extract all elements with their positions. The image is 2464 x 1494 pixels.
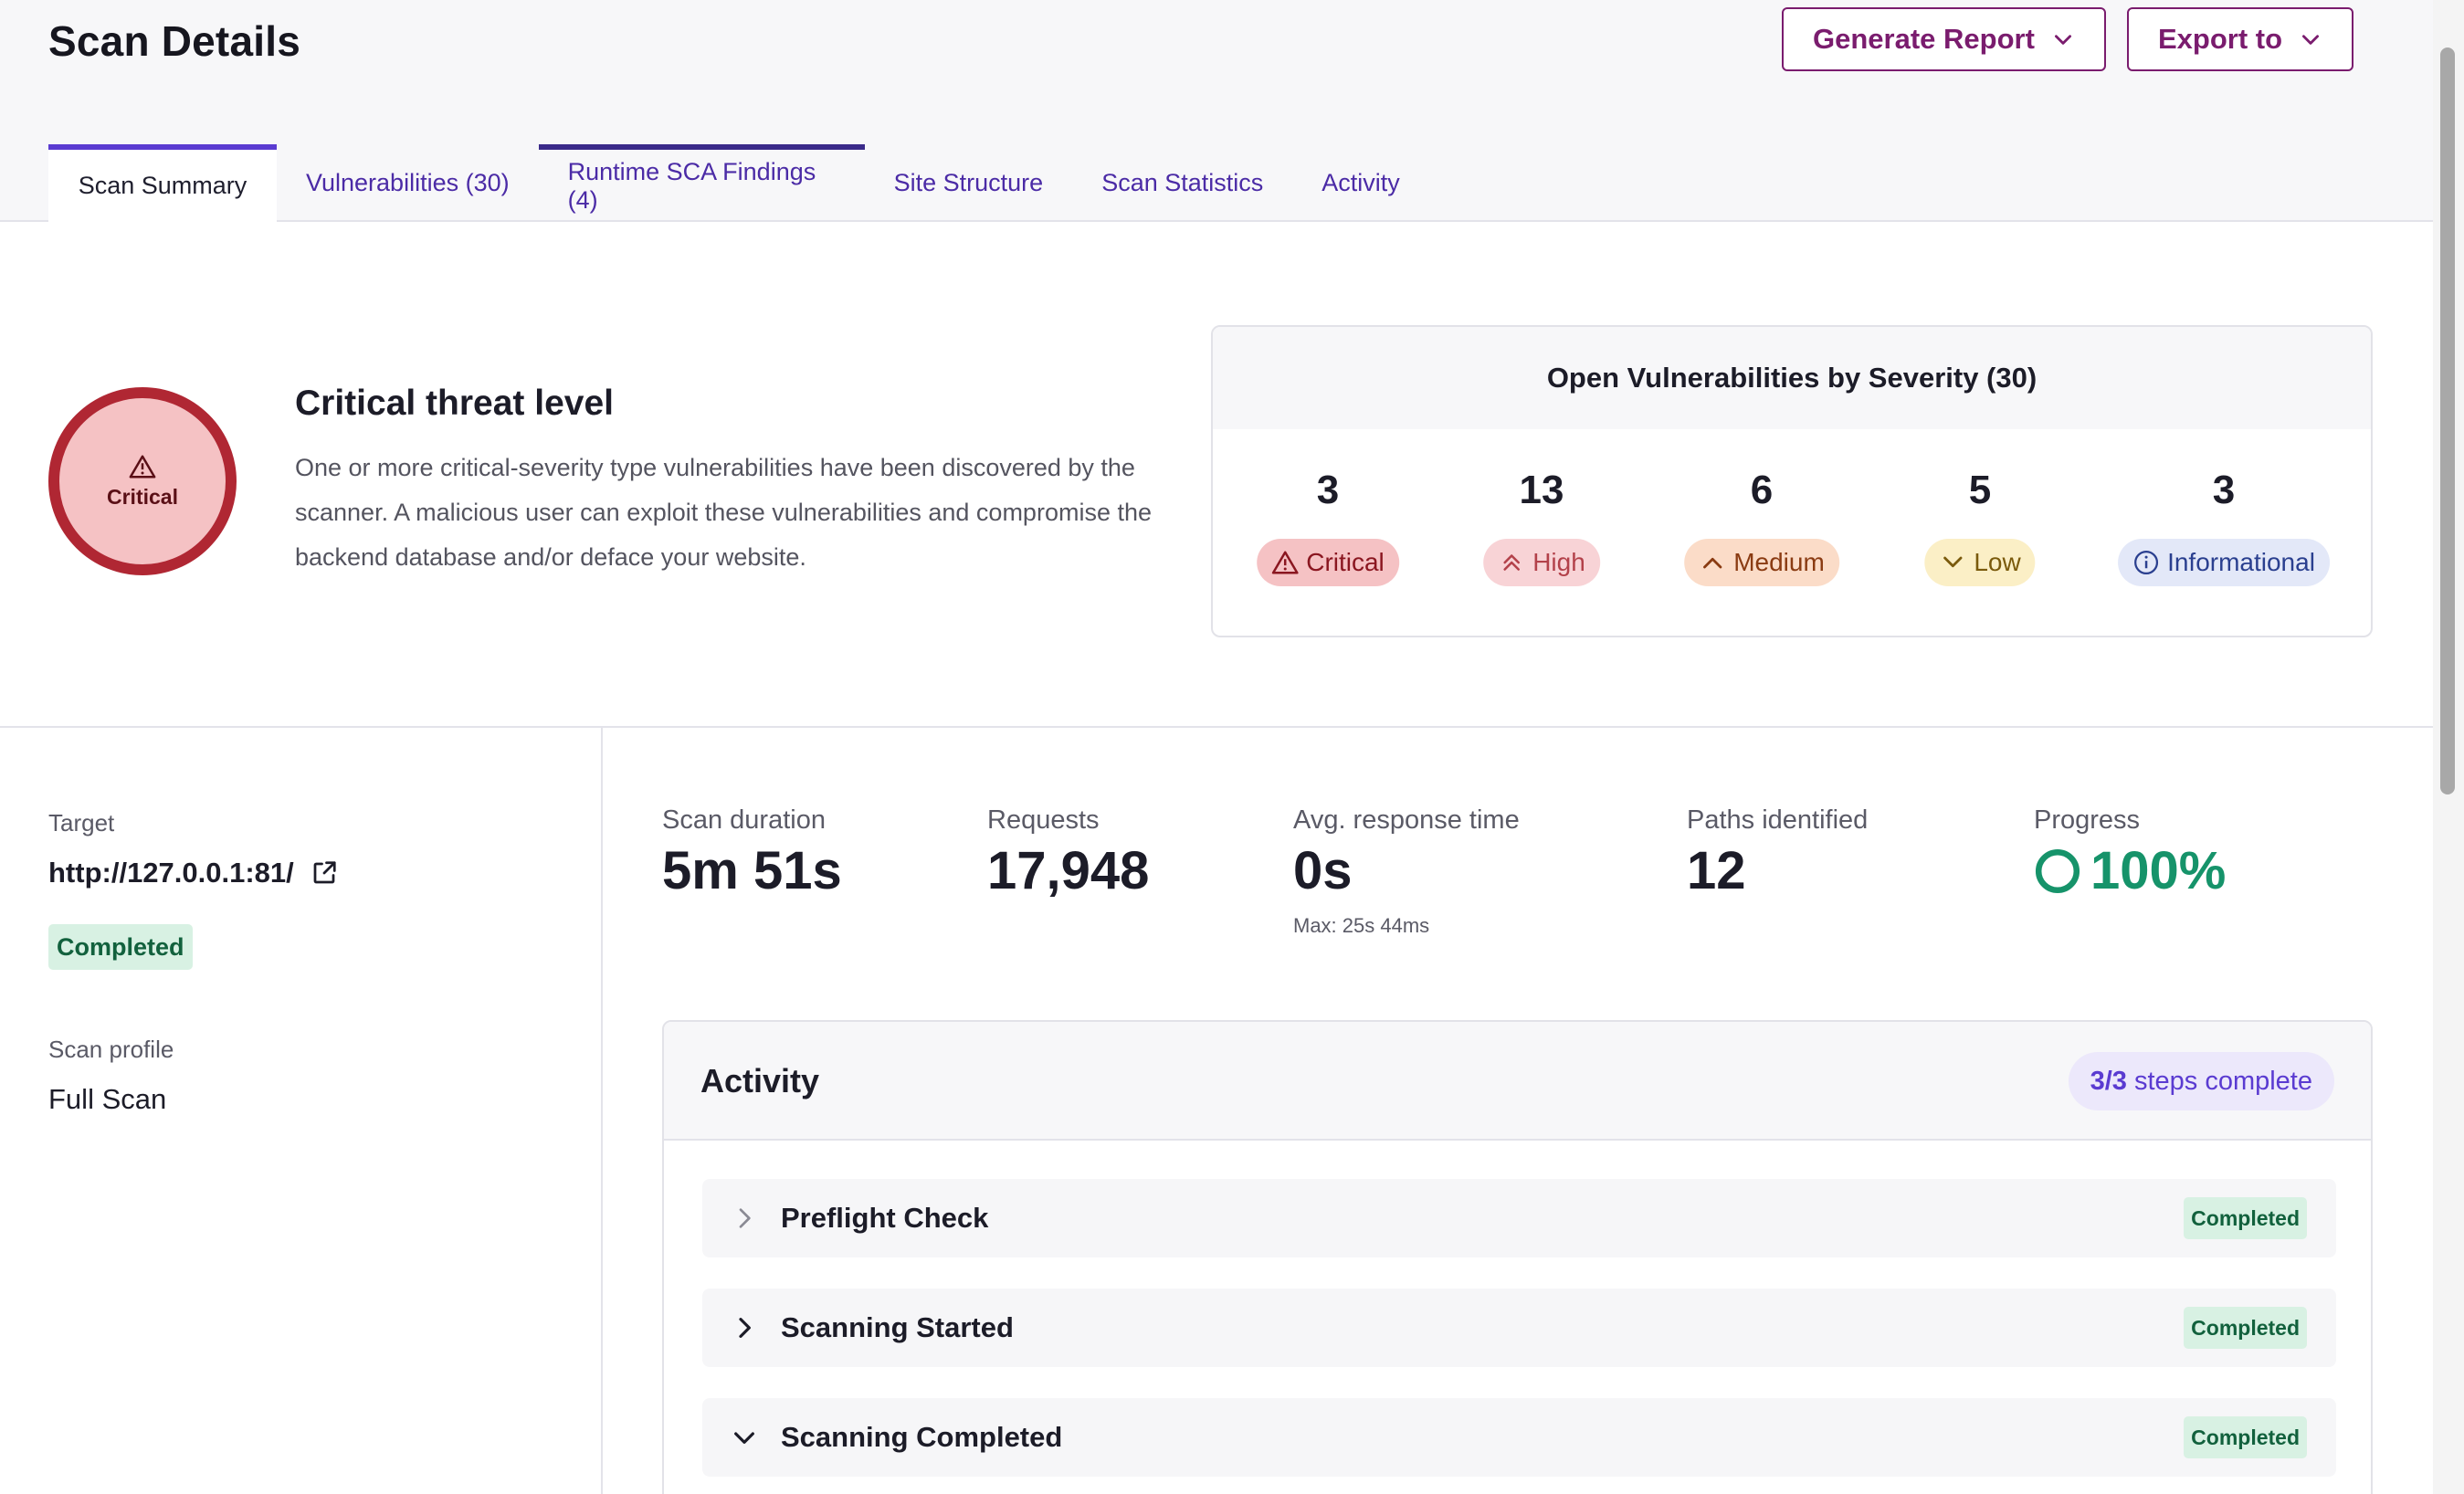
- progress-ring-icon: [2035, 848, 2080, 894]
- severity-pill: Medium: [1684, 539, 1839, 586]
- severity-card-title: Open Vulnerabilities by Severity (30): [1213, 327, 2371, 429]
- severity-medium[interactable]: 6 Medium: [1684, 468, 1839, 586]
- steps-text: steps complete: [2133, 1066, 2312, 1096]
- severity-count: 3: [1316, 468, 1340, 512]
- stat-avg-response-time: Avg. response time 0s Max: 25s 44ms: [1293, 805, 1520, 938]
- progress-value: 100%: [2034, 845, 2226, 898]
- info-circle-icon: [2134, 551, 2159, 574]
- generate-report-button[interactable]: Generate Report: [1782, 7, 2106, 71]
- severity-pill: Low: [1924, 539, 2036, 586]
- stat-requests: Requests 17,948: [987, 805, 1149, 898]
- severity-label: High: [1532, 548, 1585, 576]
- stat-value: 5m 51s: [662, 841, 842, 900]
- stat-max-value: Max: 25s 44ms: [1293, 914, 1430, 937]
- activity-row-name: Scanning Completed: [781, 1421, 1063, 1453]
- generate-report-label: Generate Report: [1813, 23, 2035, 55]
- activity-row-scanning-started[interactable]: Scanning Started Completed: [702, 1289, 2336, 1367]
- chevron-down-icon: [2302, 35, 2320, 45]
- stat-label: Scan duration: [662, 805, 826, 835]
- activity-row-name: Preflight Check: [781, 1202, 989, 1234]
- scrollbar-thumb[interactable]: [2440, 47, 2455, 794]
- chevron-down-icon: [1943, 556, 1963, 568]
- warning-triangle-icon: [1271, 551, 1299, 574]
- activity-row-name: Scanning Started: [781, 1311, 1014, 1343]
- severity-count: 3: [2212, 468, 2236, 512]
- chevron-up-icon: [1703, 557, 1722, 569]
- tab-scan-summary[interactable]: Scan Summary: [48, 144, 277, 222]
- stat-value: 17,948: [987, 841, 1150, 900]
- export-to-button[interactable]: Export to: [2127, 7, 2354, 71]
- tab-activity[interactable]: Activity: [1322, 169, 1400, 196]
- severity-low[interactable]: 5 Low: [1924, 468, 2036, 586]
- status-badge: Completed: [48, 924, 193, 970]
- activity-card: Activity 3/3 steps complete Preflight Ch…: [662, 1020, 2373, 1494]
- stat-paths-identified: Paths identified 12: [1687, 805, 1868, 898]
- stat-value: 0s: [1293, 841, 1353, 900]
- status-badge: Completed: [2184, 1197, 2307, 1239]
- activity-row-preflight-check[interactable]: Preflight Check Completed: [702, 1179, 2336, 1257]
- severity-critical[interactable]: 3 Critical: [1257, 468, 1399, 586]
- tab-vulnerabilities[interactable]: Vulnerabilities (30): [306, 169, 510, 196]
- progress-percent: 100%: [2090, 841, 2227, 900]
- stat-label: Avg. response time: [1293, 805, 1520, 835]
- severity-count: 13: [1519, 468, 1564, 512]
- double-chevron-up-icon: [1503, 554, 1520, 571]
- severity-pill: Critical: [1257, 539, 1399, 586]
- activity-header: Activity 3/3 steps complete: [664, 1022, 2371, 1141]
- tab-runtime-sca-findings[interactable]: Runtime SCA Findings (4): [538, 144, 865, 222]
- threat-description: One or more critical-severity type vulne…: [295, 454, 1152, 571]
- severity-pill: High: [1483, 539, 1600, 586]
- tab-scan-statistics[interactable]: Scan Statistics: [1101, 169, 1264, 196]
- chevron-down-icon: [2054, 35, 2071, 45]
- target-url-text: http://127.0.0.1:81/: [48, 857, 294, 889]
- threat-title: Critical threat level: [295, 384, 614, 423]
- external-link-icon: [313, 861, 336, 884]
- stat-value: 12: [1687, 841, 1746, 900]
- stat-progress: Progress 100%: [2034, 805, 2226, 898]
- activity-row-scanning-completed[interactable]: Scanning Completed Completed: [702, 1398, 2336, 1477]
- chevron-down-icon: [734, 1432, 754, 1444]
- tab-bar: Scan Summary Vulnerabilities (30) Runtim…: [48, 144, 1429, 222]
- scan-profile-value: Full Scan: [48, 1083, 167, 1115]
- stat-scan-duration: Scan duration 5m 51s: [662, 805, 842, 898]
- tab-site-structure[interactable]: Site Structure: [893, 169, 1044, 196]
- status-badge: Completed: [2184, 1416, 2307, 1458]
- activity-title: Activity: [700, 1062, 820, 1099]
- severity-label: Medium: [1733, 548, 1825, 576]
- severity-card: Open Vulnerabilities by Severity (30) 3 …: [1211, 325, 2373, 637]
- stat-label: Requests: [987, 805, 1100, 835]
- scan-profile-label: Scan profile: [48, 1036, 174, 1063]
- status-badge: Completed: [2184, 1307, 2307, 1349]
- severity-high[interactable]: 13 High: [1483, 468, 1600, 586]
- chevron-right-icon: [739, 1318, 751, 1338]
- severity-informational[interactable]: 3 Informational: [2118, 468, 2330, 586]
- export-to-label: Export to: [2158, 23, 2283, 55]
- severity-label: Informational: [2167, 548, 2315, 576]
- target-url-link[interactable]: http://127.0.0.1:81/: [48, 857, 338, 889]
- column-divider: [601, 728, 603, 1494]
- section-divider: [0, 726, 2433, 728]
- warning-triangle-icon: [129, 455, 156, 478]
- severity-pill: Informational: [2118, 539, 2330, 586]
- page-title: Scan Details: [48, 17, 300, 65]
- stat-label: Paths identified: [1687, 805, 1869, 835]
- vertical-scrollbar[interactable]: [2433, 0, 2464, 1494]
- threat-ring-label: Critical: [107, 484, 178, 509]
- threat-level-ring: Critical: [48, 387, 237, 575]
- severity-count: 6: [1750, 468, 1774, 512]
- severity-label: Low: [1974, 548, 2021, 576]
- steps-complete-badge: 3/3 steps complete: [2068, 1052, 2334, 1110]
- severity-label: Critical: [1306, 548, 1385, 576]
- stat-label: Progress: [2034, 805, 2141, 835]
- steps-count: 3/3: [2090, 1066, 2127, 1096]
- severity-count: 5: [1968, 468, 1992, 512]
- chevron-right-icon: [739, 1208, 751, 1228]
- target-label: Target: [48, 809, 115, 836]
